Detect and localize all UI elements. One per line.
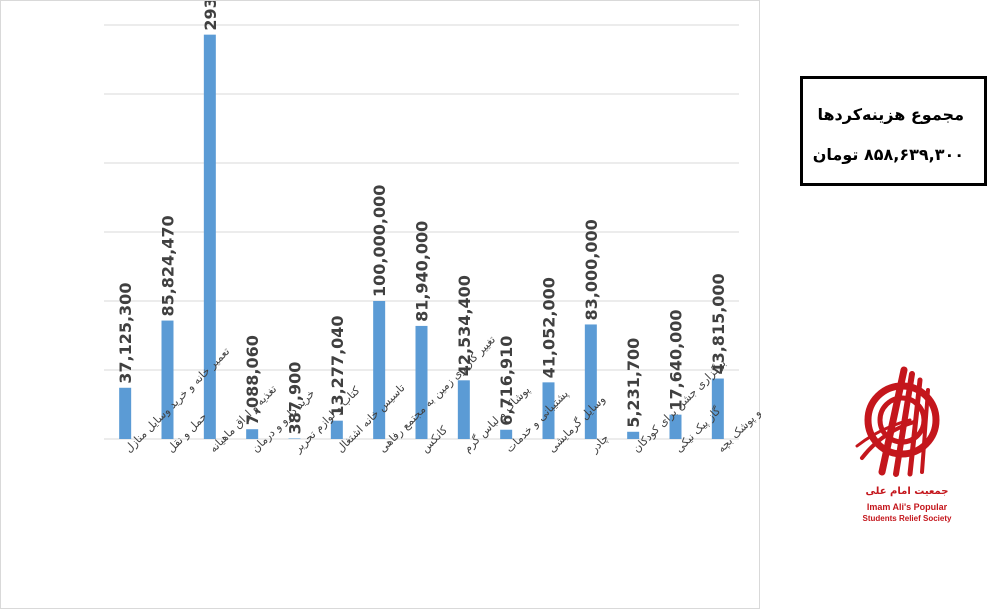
bar (415, 325, 428, 439)
bar (373, 301, 386, 439)
value-labels: 37,125,300 85,824,470 293,006,520 7,088,060… (116, 1, 728, 434)
bar (119, 387, 132, 439)
bar (203, 34, 216, 439)
value-label: 17,640,000 (667, 309, 686, 410)
logo-name-en-line2: Students Relief Society (862, 514, 952, 523)
value-label: 81,940,000 (413, 221, 432, 322)
bar (584, 324, 597, 439)
value-label: 6,716,910 (497, 336, 516, 426)
logo-emblem-icon (855, 366, 940, 477)
bar (627, 431, 640, 439)
bar (457, 380, 470, 439)
value-label: 5,231,700 (624, 338, 643, 428)
total-value: ۸۵۸,۶۳۹,۳۰۰ تومان (812, 145, 964, 164)
bar (161, 320, 174, 439)
value-label: 7,088,060 (243, 335, 262, 425)
organization-logo: جمعیت امام علی Imam Ali's Popular Studen… (852, 362, 962, 532)
value-label: 293,006,520 (201, 1, 220, 31)
value-label: 13,277,040 (328, 315, 347, 416)
bar (500, 429, 513, 439)
bar (711, 378, 724, 439)
chart-area: 37,125,300 85,824,470 293,006,520 7,088,060… (0, 0, 761, 609)
value-label: 42,534,400 (455, 275, 474, 376)
value-label: 387,900 (286, 362, 305, 435)
value-label: 41,052,000 (540, 277, 559, 378)
value-label: 83,000,000 (582, 219, 601, 320)
bars (119, 34, 724, 439)
bar-chart: 37,125,300 85,824,470 293,006,520 7,088,060… (104, 1, 761, 456)
value-label: 100,000,000 (370, 185, 389, 297)
bar (288, 438, 301, 439)
value-label: 37,125,300 (116, 283, 135, 384)
bar (542, 382, 555, 439)
value-label: 43,815,000 (709, 273, 728, 374)
total-spending-box: مجموع هزینه‌کردها ۸۵۸,۶۳۹,۳۰۰ تومان (800, 76, 987, 186)
logo-name-en-line1: Imam Ali's Popular (866, 502, 948, 512)
bar (669, 414, 682, 439)
bar (246, 429, 259, 439)
logo-name-fa: جمعیت امام علی (865, 486, 949, 497)
bar (330, 420, 343, 439)
value-label: 85,824,470 (159, 215, 178, 316)
total-title: مجموع هزینه‌کردها (817, 105, 964, 124)
